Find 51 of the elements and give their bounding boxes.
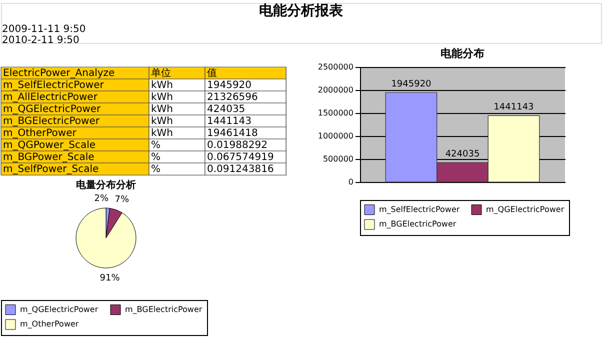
text: % <box>151 164 161 175</box>
text: 电能分析报表 <box>259 3 344 19</box>
data-label: 1441143 <box>494 102 534 113</box>
data-label: 1945920 <box>391 79 432 90</box>
data-label: 7% <box>114 194 130 205</box>
data-label: 2% <box>94 194 109 204</box>
text: m_OtherPower <box>3 128 78 139</box>
text: m_AllElectricPower <box>3 92 98 103</box>
text: % <box>151 152 161 163</box>
text: m_SelfElectricPower <box>3 80 105 91</box>
legend-label: m_BGElectricPower <box>379 220 457 228</box>
text: 1945920 <box>207 80 252 91</box>
legend-label: m_OtherPower <box>20 320 80 328</box>
data-label: 91% <box>100 274 120 284</box>
text: 0.01988292 <box>207 140 268 151</box>
text: 值 <box>207 68 217 79</box>
chart-title: 电能分布 <box>440 47 484 60</box>
text: 21326596 <box>207 92 258 103</box>
text: m_QGElectricPower <box>3 104 102 115</box>
text: kWh <box>151 128 174 139</box>
y-tick-label: 0 <box>348 178 354 186</box>
text: 2010-2-11 9:50 <box>2 35 80 46</box>
y-tick-label: 1000000 <box>318 132 354 140</box>
text: 1441143 <box>207 116 252 127</box>
legend-label: m_QGElectricPower <box>20 304 99 314</box>
text: kWh <box>151 92 174 103</box>
text: kWh <box>151 116 174 127</box>
text: m_BGElectricPower <box>3 116 100 127</box>
text: 424035 <box>207 104 246 115</box>
y-tick-label: 1500000 <box>318 108 354 118</box>
data-label: 424035 <box>445 149 480 160</box>
y-tick-label: 500000 <box>322 154 354 164</box>
text: 0.091243816 <box>207 164 274 175</box>
text: 单位 <box>151 67 171 79</box>
text: 0.067574919 <box>207 152 274 163</box>
text: kWh <box>151 80 174 91</box>
legend-label: m_BGElectricPower <box>125 304 203 314</box>
text: ElectricPower_Analyze <box>3 68 115 79</box>
chart-title: 电量分布分析 <box>76 179 136 191</box>
text: m_BGPower_Scale <box>3 152 94 163</box>
y-tick-label: 2000000 <box>318 86 354 94</box>
text: 19461418 <box>207 128 258 139</box>
text: kWh <box>151 104 174 115</box>
legend-label: m_SelfElectricPower <box>379 204 460 214</box>
text: m_QGPower_Scale <box>3 140 96 151</box>
text: m_SelfPower_Scale <box>3 164 99 175</box>
text: 2009-11-11 9:50 <box>2 24 86 35</box>
pie-slice <box>76 208 136 268</box>
legend-label: m_QGElectricPower <box>486 204 565 214</box>
y-tick-label: 2500000 <box>318 62 354 72</box>
text: % <box>151 140 161 151</box>
